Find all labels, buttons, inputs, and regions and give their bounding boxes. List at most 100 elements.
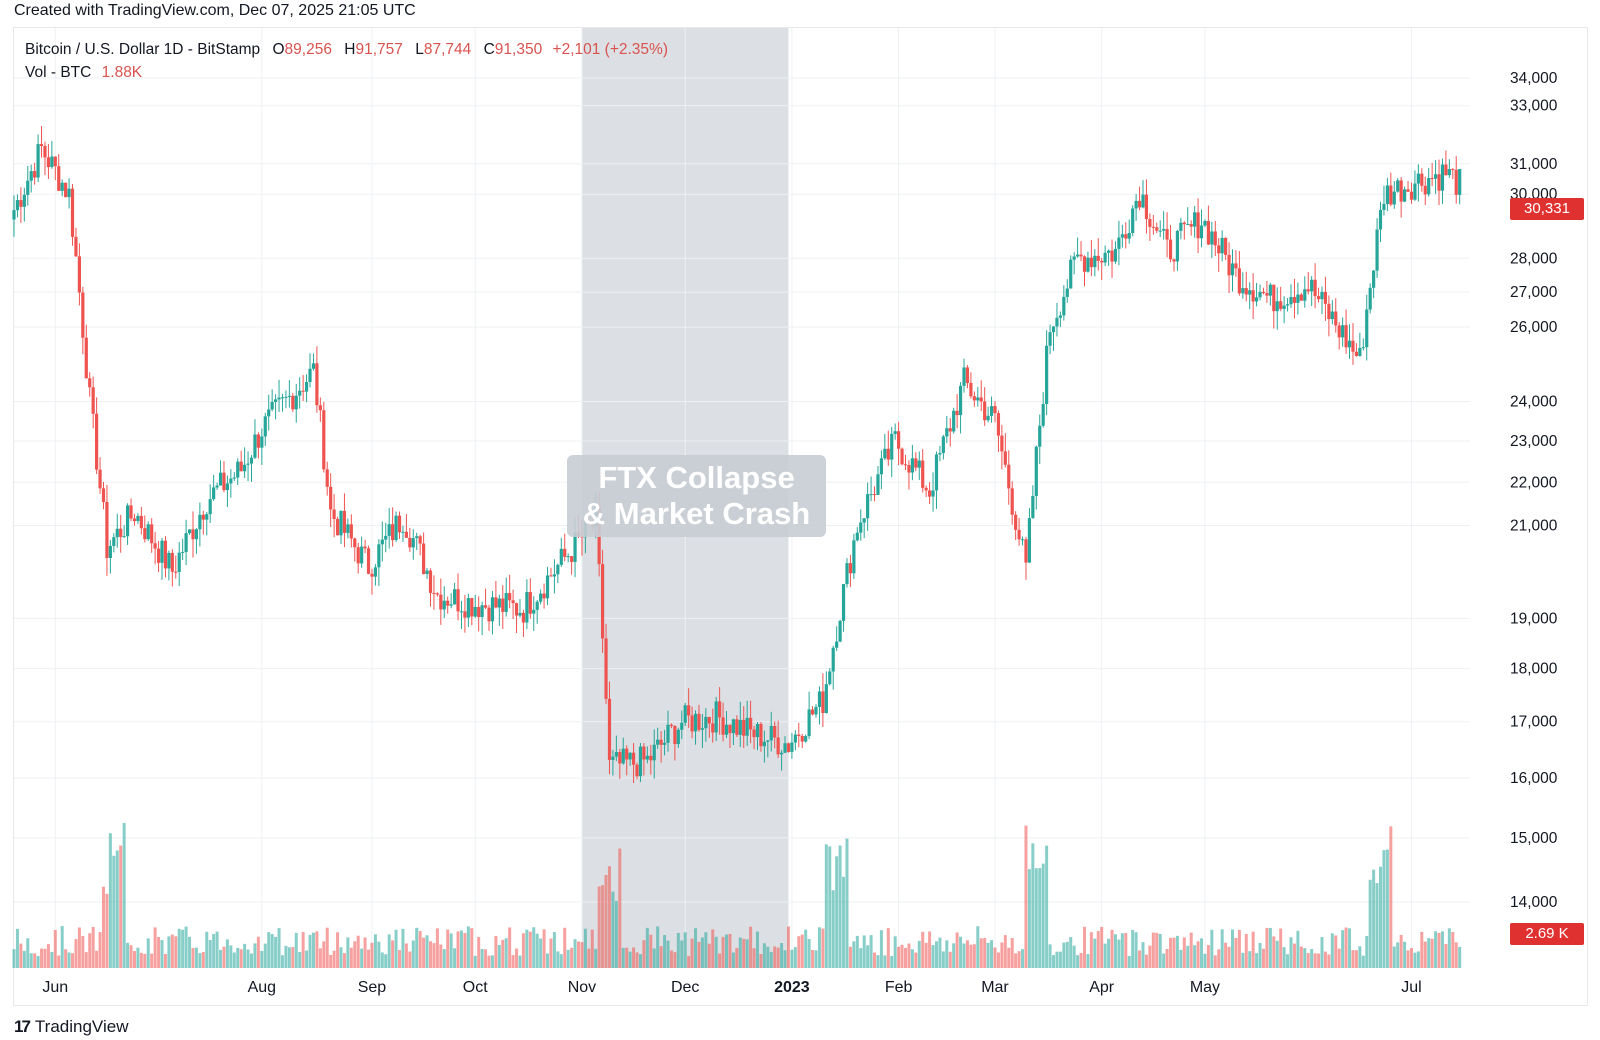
volume-bar <box>1451 931 1455 968</box>
candle-body <box>342 510 347 533</box>
candle-body <box>852 540 856 574</box>
volume-bar <box>398 950 402 968</box>
candle-body <box>43 146 47 158</box>
candle-body <box>308 368 312 382</box>
volume-bar <box>384 954 388 968</box>
candle-body <box>1020 539 1025 541</box>
volume-bar <box>542 929 546 968</box>
candle-body <box>346 524 350 533</box>
volume-bar <box>638 954 642 968</box>
candle-body <box>122 536 126 538</box>
y-tick-label: 34,000 <box>1510 70 1558 87</box>
candle-body <box>112 537 116 546</box>
volume-bar <box>580 942 584 968</box>
candle-body <box>1261 291 1266 294</box>
candle-body <box>611 756 615 760</box>
candle-body <box>1282 305 1286 309</box>
y-tick-label: 26,000 <box>1510 319 1558 336</box>
volume-bar <box>1296 930 1300 968</box>
candle-body <box>22 194 26 207</box>
y-tick-label: 21,000 <box>1510 517 1558 534</box>
volume-bar <box>1323 951 1327 968</box>
volume-bar <box>88 933 92 968</box>
candle-body <box>1031 496 1035 519</box>
volume-bar <box>1251 931 1255 968</box>
volume-bar <box>1165 948 1169 968</box>
volume-bar <box>986 942 990 968</box>
candle-body <box>115 528 119 538</box>
volume-bar <box>442 949 446 968</box>
candle-body <box>1065 288 1069 297</box>
candle-body <box>958 385 963 416</box>
candle-body <box>718 701 722 718</box>
volume-bar <box>67 952 71 968</box>
volume-bar <box>690 938 694 968</box>
candle-body <box>1082 256 1087 272</box>
candle-body <box>1206 221 1211 245</box>
volume-bar <box>759 954 763 968</box>
volume-bar <box>1403 941 1407 968</box>
volume-bar <box>1096 931 1100 968</box>
candle-body <box>728 724 732 734</box>
candle-body <box>19 200 23 207</box>
candle-body <box>1248 290 1252 295</box>
candle-body <box>394 515 398 541</box>
y-tick-label: 15,000 <box>1510 830 1558 847</box>
volume-bar <box>515 948 519 968</box>
candle-body <box>693 713 698 732</box>
candle-body <box>291 395 295 410</box>
volume-bar <box>484 949 488 968</box>
volume-bar <box>336 932 340 968</box>
volume-bar <box>993 947 997 968</box>
volume-bar <box>208 939 212 968</box>
candle-body <box>549 575 553 577</box>
candle-body <box>391 524 395 541</box>
candle-body <box>270 401 274 410</box>
volume-bar <box>1268 927 1272 968</box>
candle-body <box>249 457 254 464</box>
volume-bar <box>793 947 797 968</box>
candle-body <box>1103 252 1107 263</box>
x-tick-label: Mar <box>981 979 1009 996</box>
volume-bar <box>1038 868 1042 968</box>
volume-bar <box>1447 928 1451 968</box>
volume-bar <box>1306 953 1310 968</box>
candle-body <box>1041 404 1045 426</box>
x-tick-label: Sep <box>358 979 387 996</box>
volume-bar <box>1406 950 1410 968</box>
candle-body <box>1382 203 1386 210</box>
candle-body <box>1007 464 1011 489</box>
candle-body <box>897 431 901 449</box>
candle-body <box>105 501 109 558</box>
candle-body <box>225 483 230 491</box>
candle-body <box>208 499 212 515</box>
volume-bar <box>1058 951 1062 968</box>
candle-body <box>143 528 147 540</box>
candle-body <box>570 556 574 562</box>
candle-body <box>298 390 302 396</box>
volume-bar <box>1062 942 1066 968</box>
volume-bar <box>305 950 309 968</box>
volume-bar <box>342 953 346 968</box>
volume-bar <box>652 948 656 968</box>
volume-bar <box>284 945 288 968</box>
candle-body <box>514 603 519 616</box>
volume-bar <box>1368 879 1372 968</box>
candle-body <box>84 337 88 379</box>
volume-bar <box>408 951 412 968</box>
volume-bar <box>150 953 154 968</box>
candle-body <box>903 464 908 466</box>
tradingview-logo[interactable]: 17 TradingView <box>14 1017 128 1037</box>
candle-body <box>184 533 188 552</box>
candle-body <box>635 764 639 777</box>
legend-row-price: Bitcoin / U.S. Dollar 1D - BitStamp O89,… <box>25 38 668 61</box>
volume-bar <box>1341 930 1345 968</box>
candle-body <box>146 524 150 540</box>
volume-bar <box>635 952 639 968</box>
volume-bar <box>521 933 525 968</box>
candle-body <box>483 605 488 608</box>
volume-bar <box>1086 954 1090 968</box>
volume-bar <box>859 948 863 968</box>
volume-bar <box>108 833 112 968</box>
volume-bar <box>731 952 735 968</box>
